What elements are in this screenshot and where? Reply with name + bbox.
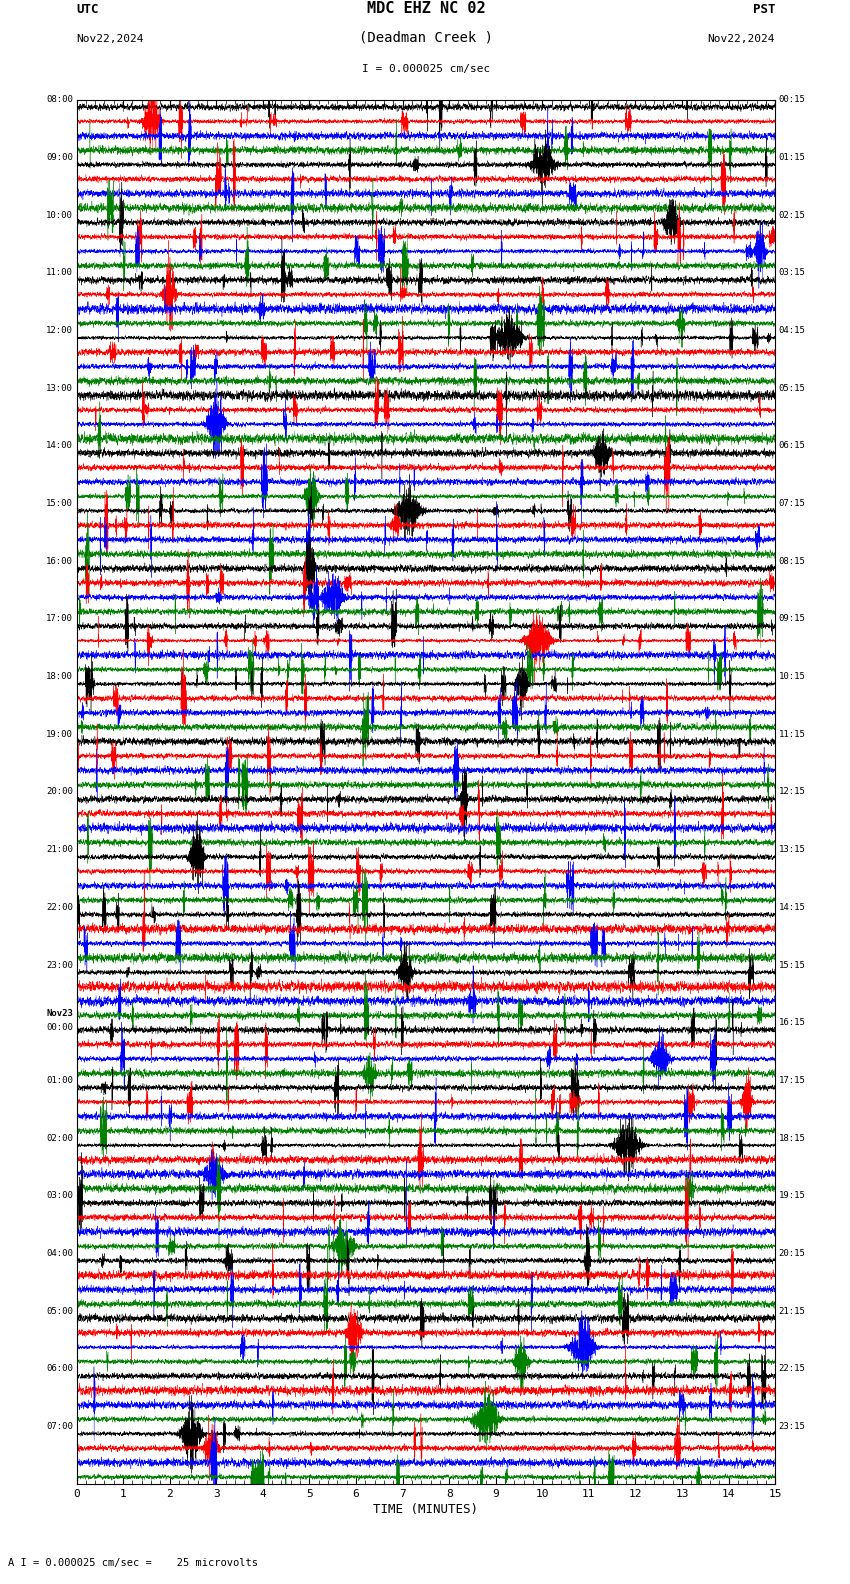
Text: 10:00: 10:00: [46, 211, 73, 220]
Text: UTC: UTC: [76, 3, 99, 16]
Text: 19:00: 19:00: [46, 730, 73, 738]
Text: 00:00: 00:00: [46, 1023, 73, 1031]
Text: I = 0.000025 cm/sec: I = 0.000025 cm/sec: [362, 65, 490, 74]
Text: 22:15: 22:15: [779, 1364, 806, 1373]
Text: 08:15: 08:15: [779, 556, 806, 565]
Text: 07:15: 07:15: [779, 499, 806, 508]
Text: 15:00: 15:00: [46, 499, 73, 508]
Text: 18:00: 18:00: [46, 672, 73, 681]
Text: 19:15: 19:15: [779, 1191, 806, 1201]
Text: 06:00: 06:00: [46, 1364, 73, 1373]
Text: 18:15: 18:15: [779, 1134, 806, 1142]
Text: 00:15: 00:15: [779, 95, 806, 105]
Text: 20:00: 20:00: [46, 787, 73, 797]
Text: 17:15: 17:15: [779, 1076, 806, 1085]
Text: Nov22,2024: Nov22,2024: [76, 35, 144, 44]
Text: 13:00: 13:00: [46, 383, 73, 393]
Text: 01:15: 01:15: [779, 154, 806, 162]
Text: (Deadman Creek ): (Deadman Creek ): [359, 30, 493, 44]
Text: 07:00: 07:00: [46, 1422, 73, 1430]
Text: 10:15: 10:15: [779, 672, 806, 681]
Text: 14:15: 14:15: [779, 903, 806, 912]
Text: MDC EHZ NC 02: MDC EHZ NC 02: [366, 2, 485, 16]
Text: 04:00: 04:00: [46, 1248, 73, 1258]
Text: 05:00: 05:00: [46, 1307, 73, 1316]
Text: 15:15: 15:15: [779, 960, 806, 969]
Text: A I = 0.000025 cm/sec =    25 microvolts: A I = 0.000025 cm/sec = 25 microvolts: [8, 1559, 258, 1568]
Text: 11:00: 11:00: [46, 268, 73, 277]
Text: 16:15: 16:15: [779, 1019, 806, 1028]
Text: 16:00: 16:00: [46, 556, 73, 565]
Text: Nov23: Nov23: [46, 1009, 73, 1019]
Text: 22:00: 22:00: [46, 903, 73, 912]
Text: 08:00: 08:00: [46, 95, 73, 105]
Text: 12:15: 12:15: [779, 787, 806, 797]
Text: 21:15: 21:15: [779, 1307, 806, 1316]
Text: 04:15: 04:15: [779, 326, 806, 336]
Text: 23:15: 23:15: [779, 1422, 806, 1430]
Text: 01:00: 01:00: [46, 1076, 73, 1085]
Text: 02:00: 02:00: [46, 1134, 73, 1142]
Text: 14:00: 14:00: [46, 442, 73, 450]
Text: 23:00: 23:00: [46, 960, 73, 969]
X-axis label: TIME (MINUTES): TIME (MINUTES): [373, 1503, 479, 1516]
Text: 12:00: 12:00: [46, 326, 73, 336]
Text: 09:00: 09:00: [46, 154, 73, 162]
Text: 21:00: 21:00: [46, 846, 73, 854]
Text: PST: PST: [753, 3, 775, 16]
Text: 11:15: 11:15: [779, 730, 806, 738]
Text: 05:15: 05:15: [779, 383, 806, 393]
Text: 20:15: 20:15: [779, 1248, 806, 1258]
Text: 03:15: 03:15: [779, 268, 806, 277]
Text: 06:15: 06:15: [779, 442, 806, 450]
Text: 03:00: 03:00: [46, 1191, 73, 1201]
Text: 17:00: 17:00: [46, 615, 73, 624]
Text: 13:15: 13:15: [779, 846, 806, 854]
Text: 02:15: 02:15: [779, 211, 806, 220]
Text: Nov22,2024: Nov22,2024: [708, 35, 775, 44]
Text: 09:15: 09:15: [779, 615, 806, 624]
